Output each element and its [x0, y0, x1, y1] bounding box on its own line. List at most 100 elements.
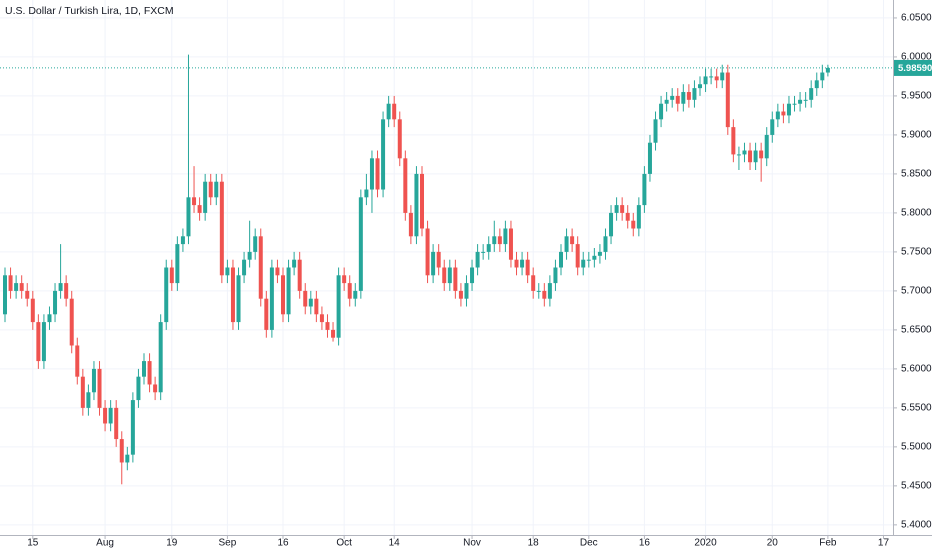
candle-body	[114, 407, 119, 440]
candle-body	[492, 236, 497, 245]
candle-body	[386, 103, 391, 120]
candle-body	[175, 244, 180, 284]
candle-body	[19, 283, 24, 291]
candle-body	[570, 236, 575, 245]
x-tick-label: 15	[27, 538, 39, 549]
candle-body	[670, 95, 675, 100]
x-tick-label: Aug	[96, 538, 114, 549]
candles	[3, 54, 830, 485]
candle-body	[458, 290, 463, 299]
x-tick-label: 14	[389, 538, 401, 549]
candle-body	[814, 80, 819, 89]
candle-body	[470, 267, 475, 284]
candle-body	[3, 275, 7, 315]
candle-body	[30, 298, 35, 323]
candle-body	[41, 322, 46, 362]
candle-body	[108, 407, 113, 424]
y-tick-label: 5.60000	[901, 364, 932, 375]
y-tick-label: 5.85000	[901, 169, 932, 180]
candle-body	[603, 236, 608, 252]
candle-body	[425, 228, 430, 276]
candle-body	[475, 251, 480, 268]
price-label: 5.98590	[898, 63, 932, 74]
candle-body	[342, 275, 347, 284]
candle-body	[703, 76, 708, 85]
candle-body	[503, 228, 508, 245]
candle-body	[453, 267, 458, 291]
x-tick-label: 16	[639, 538, 651, 549]
candle-body	[514, 259, 519, 268]
candle-body	[364, 189, 369, 198]
candle-body	[142, 361, 146, 377]
x-tick-label: 19	[166, 538, 178, 549]
x-tick-label: Sep	[219, 538, 237, 549]
axes: 5.40000 5.45000 5.50000 5.55000 5.60000 5.650…	[27, 13, 932, 549]
candle-body	[709, 76, 714, 78]
candle-body	[403, 158, 408, 213]
candle-body	[275, 267, 280, 276]
candle-body	[720, 72, 725, 81]
y-tick-label: 5.70000	[901, 286, 932, 297]
candle-body	[314, 298, 319, 315]
candle-body	[297, 259, 302, 291]
candle-body	[369, 158, 374, 190]
candle-body	[414, 173, 419, 237]
candle-body	[770, 119, 775, 135]
candle-body	[358, 197, 363, 291]
candle-body	[781, 111, 786, 116]
candle-body	[25, 290, 30, 299]
candle-body	[714, 76, 719, 81]
candle-body	[292, 259, 297, 268]
candle-body	[736, 154, 741, 156]
candle-body	[180, 236, 185, 245]
candle-body	[464, 283, 469, 299]
candle-body	[381, 119, 386, 190]
candle-body	[281, 275, 285, 315]
candle-body	[803, 99, 808, 101]
candle-body	[809, 88, 814, 100]
candle-body	[431, 251, 436, 276]
candle-body	[609, 212, 614, 237]
candle-body	[748, 150, 753, 163]
candle-body	[86, 392, 91, 408]
candle-body	[559, 251, 563, 268]
candle-body	[36, 322, 41, 362]
candle-body	[203, 181, 208, 213]
candle-body	[336, 275, 341, 338]
candle-body	[597, 251, 602, 256]
candle-body	[725, 72, 730, 128]
candle-body	[75, 345, 80, 377]
candle-body	[14, 283, 19, 291]
candle-body	[547, 283, 552, 299]
candle-body	[325, 322, 330, 330]
y-tick-label: 5.55000	[901, 403, 932, 414]
candle-body	[653, 119, 658, 143]
candle-body	[586, 259, 591, 261]
candle-body	[164, 267, 169, 323]
candle-body	[675, 95, 680, 104]
candle-body	[53, 290, 58, 315]
candle-body	[636, 205, 641, 229]
candle-body	[542, 290, 547, 299]
candle-body	[91, 368, 96, 393]
candle-body	[642, 173, 647, 206]
candle-body	[497, 236, 502, 245]
candle-body	[136, 376, 141, 401]
candle-body	[775, 111, 780, 120]
candle-body	[520, 259, 525, 268]
candle-body	[408, 212, 413, 237]
candle-body	[130, 400, 135, 455]
candle-body	[647, 142, 652, 174]
candle-body	[192, 197, 197, 206]
candle-body	[481, 251, 486, 253]
candle-body	[786, 103, 791, 116]
candle-body	[319, 314, 324, 323]
candle-body	[792, 103, 797, 105]
candle-body	[392, 103, 397, 120]
candle-body	[186, 197, 191, 237]
candle-body	[225, 267, 230, 276]
candle-body	[536, 290, 541, 292]
y-tick-label: 5.50000	[901, 442, 932, 453]
